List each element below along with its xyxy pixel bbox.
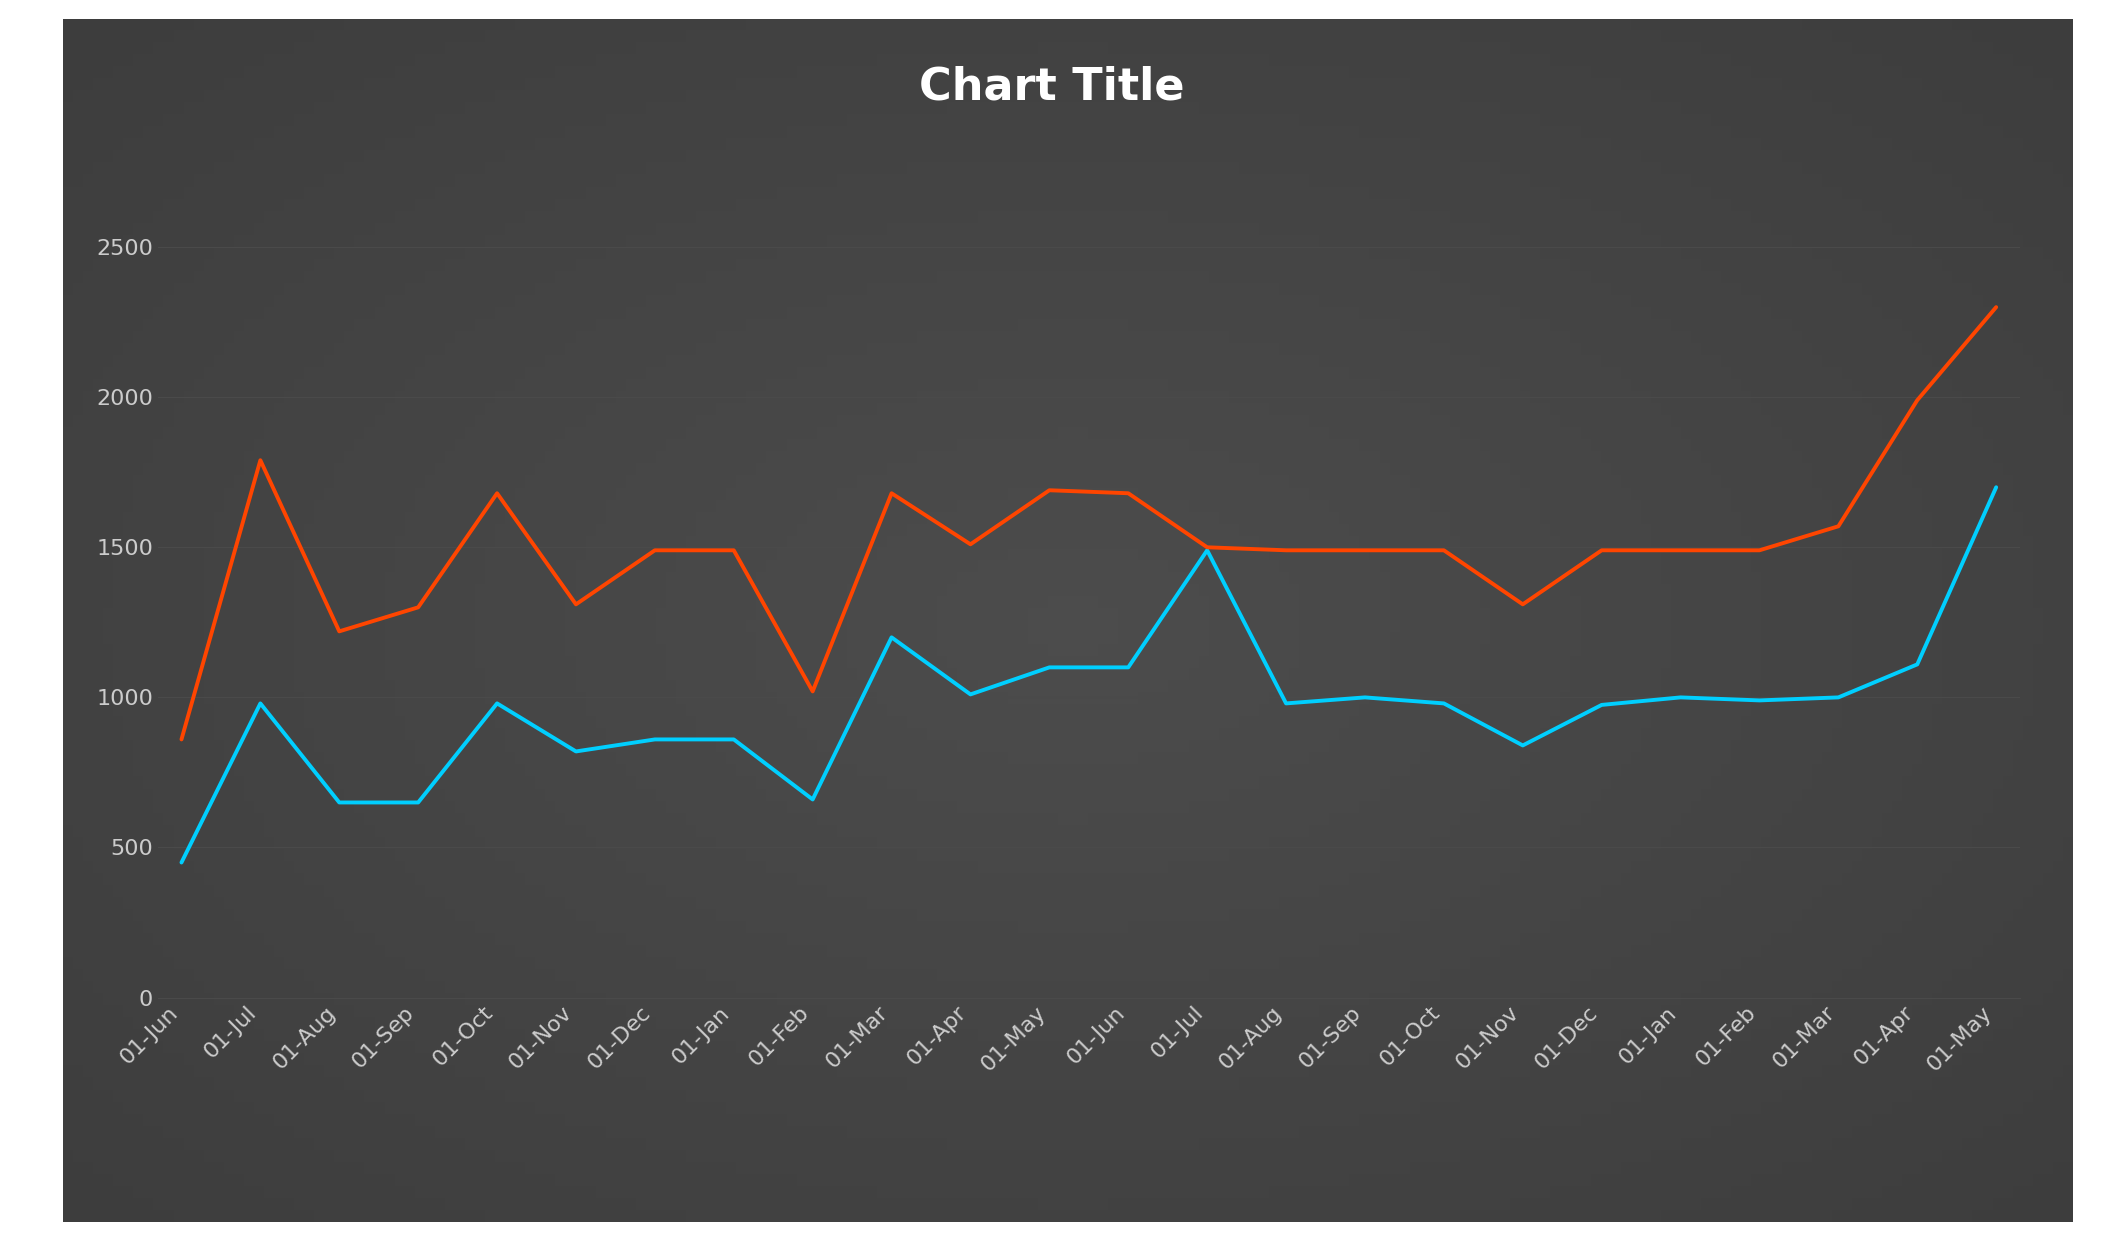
Sessions <box>248 453 274 468</box>
Sessions <box>1511 597 1536 612</box>
Users <box>1826 690 1852 705</box>
Sessions <box>1984 299 2009 314</box>
Sessions <box>1826 519 1852 534</box>
Sessions <box>879 486 905 501</box>
Sessions <box>1589 542 1614 557</box>
Users <box>1431 696 1456 711</box>
Sessions <box>800 683 825 698</box>
Users <box>326 796 351 811</box>
Users <box>879 630 905 645</box>
Users <box>484 696 509 711</box>
Sessions <box>326 624 351 638</box>
Users <box>1195 542 1220 557</box>
Sessions <box>1746 542 1772 557</box>
Users <box>1746 693 1772 708</box>
Text: Chart Title: Chart Title <box>919 66 1185 108</box>
Users <box>1353 690 1378 705</box>
Sessions <box>1115 486 1140 501</box>
Users <box>800 792 825 807</box>
Users <box>957 687 983 702</box>
Users <box>406 796 431 811</box>
Users <box>1037 660 1063 675</box>
Users <box>1668 690 1694 705</box>
Line: Sessions: Sessions <box>181 307 1997 739</box>
Sessions <box>1273 542 1298 557</box>
Sessions <box>168 732 194 747</box>
Users <box>1115 660 1140 675</box>
Users <box>564 744 589 759</box>
Sessions <box>1353 542 1378 557</box>
Users <box>1511 738 1536 753</box>
Users <box>1904 657 1929 672</box>
Sessions <box>957 536 983 551</box>
Users <box>168 855 194 870</box>
Sessions <box>564 597 589 612</box>
Sessions <box>642 542 667 557</box>
Sessions <box>484 486 509 501</box>
Users <box>722 732 747 747</box>
Sessions <box>1904 393 1929 408</box>
Sessions <box>722 542 747 557</box>
Line: Users: Users <box>181 488 1997 863</box>
Sessions <box>406 600 431 615</box>
Sessions <box>1431 542 1456 557</box>
Sessions <box>1037 483 1063 498</box>
Users <box>1589 697 1614 712</box>
Users <box>642 732 667 747</box>
Sessions <box>1668 542 1694 557</box>
Sessions <box>1195 540 1220 555</box>
Users <box>1273 696 1298 711</box>
Users <box>1984 480 2009 495</box>
Users <box>248 696 274 711</box>
